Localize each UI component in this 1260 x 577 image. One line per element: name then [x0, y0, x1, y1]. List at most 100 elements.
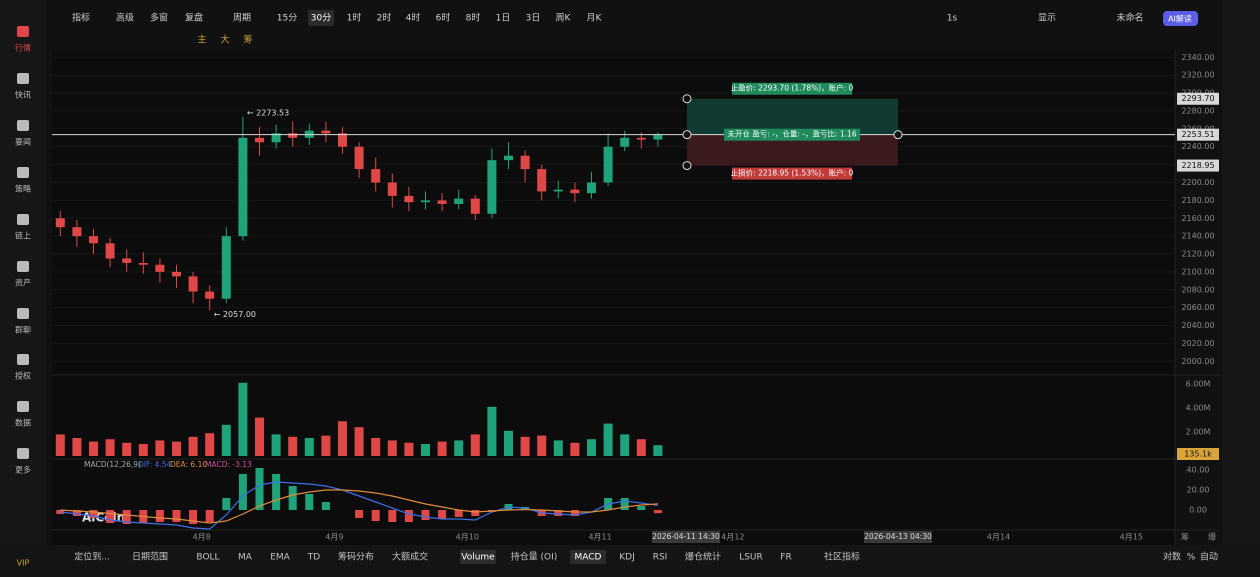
- bottom-item[interactable]: EMA: [270, 553, 290, 563]
- axis-corner[interactable]: 筹: [1181, 532, 1189, 542]
- toolbar-item[interactable]: 未命名: [1116, 12, 1143, 24]
- bottom-item[interactable]: MACD: [575, 553, 602, 563]
- period[interactable]: 8时: [466, 12, 481, 24]
- bottom-item[interactable]: 持仓量 (OI): [511, 551, 558, 563]
- bottom-item[interactable]: 社区指标: [824, 551, 860, 563]
- macd-bar: [321, 502, 330, 510]
- sidebar-item[interactable]: 授权: [15, 371, 31, 381]
- macd-bar: [255, 468, 264, 510]
- position-handle[interactable]: [682, 94, 692, 104]
- candle-body: [587, 182, 596, 194]
- sidebar-icon[interactable]: [17, 308, 29, 319]
- toolbar-item[interactable]: 显示: [1038, 13, 1056, 24]
- draw-tool[interactable]: 主: [197, 34, 206, 46]
- bottom-item[interactable]: 定位到...: [74, 551, 110, 563]
- sidebar-icon[interactable]: [17, 167, 29, 178]
- candle-body: [470, 198, 480, 214]
- period[interactable]: 4时: [406, 12, 421, 24]
- sidebar-item[interactable]: 快讯: [15, 90, 31, 100]
- period-menu[interactable]: 周期: [233, 13, 251, 24]
- sidebar-icon[interactable]: [17, 354, 29, 365]
- position-handle[interactable]: [682, 161, 692, 171]
- price-tag: [1177, 92, 1219, 105]
- macd-bar: [72, 510, 81, 516]
- position-handle[interactable]: [893, 130, 903, 140]
- crosshair-label: 2026-04-11 14:30: [652, 532, 720, 541]
- y-tick-label: 2000.00: [1181, 357, 1214, 366]
- sidebar-icon[interactable]: [17, 120, 29, 131]
- extreme-label: ← 2057.00: [214, 310, 256, 319]
- candle-body: [437, 200, 447, 204]
- bottom-item[interactable]: 对数: [1163, 551, 1181, 563]
- candle-body: [454, 198, 464, 204]
- bottom-item[interactable]: %: [1187, 553, 1196, 563]
- macd-bar: [189, 510, 198, 524]
- toolbar-item[interactable]: 复盘: [185, 12, 203, 24]
- toolbar-item[interactable]: 指标: [72, 12, 90, 24]
- volume-bar: [653, 445, 663, 456]
- y-tick-label: 2180.00: [1181, 196, 1214, 205]
- sidebar-icon[interactable]: [17, 73, 29, 84]
- sidebar-item[interactable]: 资产: [15, 278, 31, 288]
- candle-body: [238, 137, 248, 237]
- bottom-item[interactable]: Volume: [461, 553, 495, 563]
- sidebar-icon[interactable]: [17, 26, 29, 37]
- candle-body: [354, 146, 364, 170]
- sidebar-item[interactable]: 行情: [15, 43, 31, 53]
- sidebar-item[interactable]: 群聊: [15, 325, 31, 335]
- sidebar-icon[interactable]: [17, 448, 29, 459]
- volume-bar: [238, 382, 248, 456]
- sidebar-item[interactable]: 要闻: [15, 138, 31, 147]
- toolbar-item[interactable]: 高级: [116, 12, 134, 24]
- period[interactable]: 15分: [277, 13, 297, 24]
- toolbar-item[interactable]: 多窗: [150, 12, 168, 24]
- macd-bar: [89, 510, 98, 518]
- active-indicator: [570, 550, 606, 564]
- bottom-item[interactable]: 爆仓统计: [685, 551, 721, 563]
- ai-button-label[interactable]: AI解读: [1168, 14, 1192, 24]
- volume-tick-label: 4.00M: [1186, 404, 1211, 413]
- sidebar-item[interactable]: 更多: [15, 465, 31, 475]
- macd-legend: DIF: 4.54: [138, 460, 172, 469]
- period[interactable]: 30分: [311, 13, 331, 24]
- period[interactable]: 3日: [526, 13, 541, 24]
- bottom-item[interactable]: MA: [238, 553, 253, 563]
- candle-body: [138, 262, 148, 265]
- position-handle[interactable]: [682, 130, 692, 140]
- ai-button[interactable]: [1163, 11, 1198, 26]
- macd-tick-label: 20.00: [1187, 486, 1210, 495]
- draw-tool[interactable]: 筹: [243, 34, 252, 46]
- bottom-item[interactable]: TD: [307, 553, 320, 563]
- period[interactable]: 6时: [436, 12, 451, 24]
- sidebar-item[interactable]: 数据: [15, 418, 31, 428]
- volume-bar: [205, 433, 215, 456]
- period[interactable]: 1日: [496, 13, 511, 24]
- bottom-item[interactable]: FR: [780, 553, 791, 563]
- bottom-item[interactable]: 日期范围: [132, 551, 168, 563]
- macd-dif-line: [60, 481, 658, 530]
- sidebar-icon[interactable]: [17, 401, 29, 412]
- axis-corner[interactable]: 爆: [1208, 532, 1216, 542]
- period[interactable]: 月K: [587, 13, 603, 24]
- period[interactable]: 2时: [377, 12, 392, 24]
- sidebar-icon[interactable]: [17, 261, 29, 272]
- toolbar-item[interactable]: 1s: [947, 14, 958, 24]
- y-tick-label: 2140.00: [1181, 232, 1214, 241]
- bottom-item[interactable]: 自动: [1200, 551, 1218, 563]
- sidebar-item[interactable]: 策略: [15, 184, 31, 194]
- vip[interactable]: VIP: [17, 559, 30, 568]
- bottom-item[interactable]: LSUR: [739, 553, 763, 563]
- sidebar-item[interactable]: 链上: [15, 231, 31, 241]
- period[interactable]: 1时: [347, 12, 362, 24]
- sidebar-icon[interactable]: [17, 214, 29, 225]
- draw-tool[interactable]: 大: [220, 34, 229, 46]
- y-tick-label: 2080.00: [1181, 285, 1214, 294]
- y-tick-label: 2240.00: [1181, 142, 1214, 151]
- bottom-item[interactable]: RSI: [653, 553, 668, 563]
- bottom-item[interactable]: KDJ: [619, 553, 635, 563]
- bottom-item[interactable]: 筹码分布: [338, 551, 374, 563]
- bottom-item[interactable]: BOLL: [196, 553, 219, 563]
- period[interactable]: 周K: [556, 13, 572, 24]
- bottom-item[interactable]: 大额成交: [392, 551, 428, 563]
